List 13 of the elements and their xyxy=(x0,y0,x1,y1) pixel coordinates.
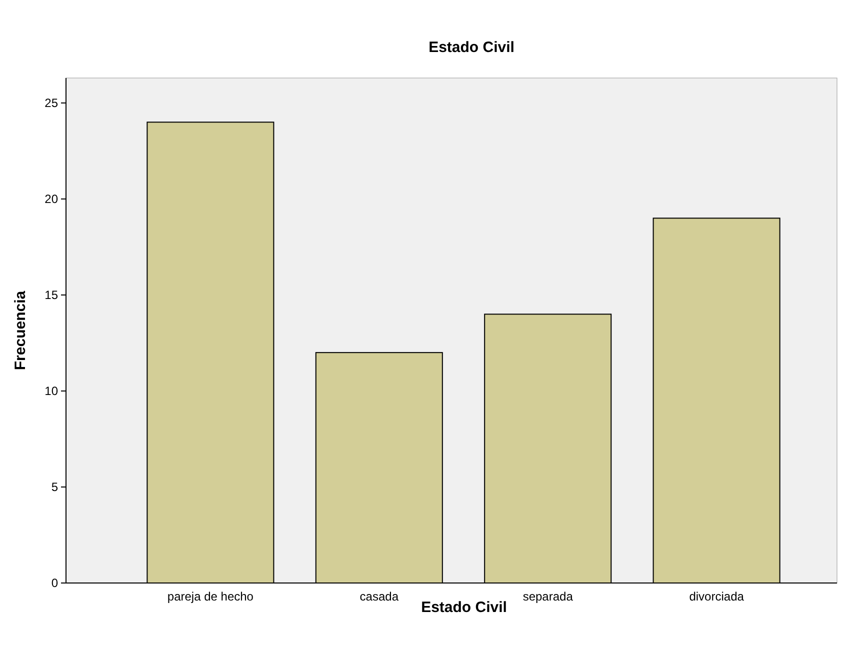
chart-title: Estado Civil xyxy=(428,39,514,56)
x-tick-label: pareja de hecho xyxy=(167,590,254,604)
y-tick-label: 5 xyxy=(51,480,58,494)
y-tick-label: 25 xyxy=(44,96,58,110)
x-axis-title: Estado Civil xyxy=(421,599,507,616)
y-axis-title: Frecuencia xyxy=(12,290,29,370)
y-tick-label: 10 xyxy=(44,384,58,398)
x-tick-label: divorciada xyxy=(689,590,744,604)
y-tick-label: 20 xyxy=(44,192,58,206)
y-tick-label: 15 xyxy=(44,288,58,302)
x-tick-label: separada xyxy=(522,590,574,604)
x-tick-label: casada xyxy=(360,590,399,604)
y-tick-label: 0 xyxy=(51,576,58,590)
